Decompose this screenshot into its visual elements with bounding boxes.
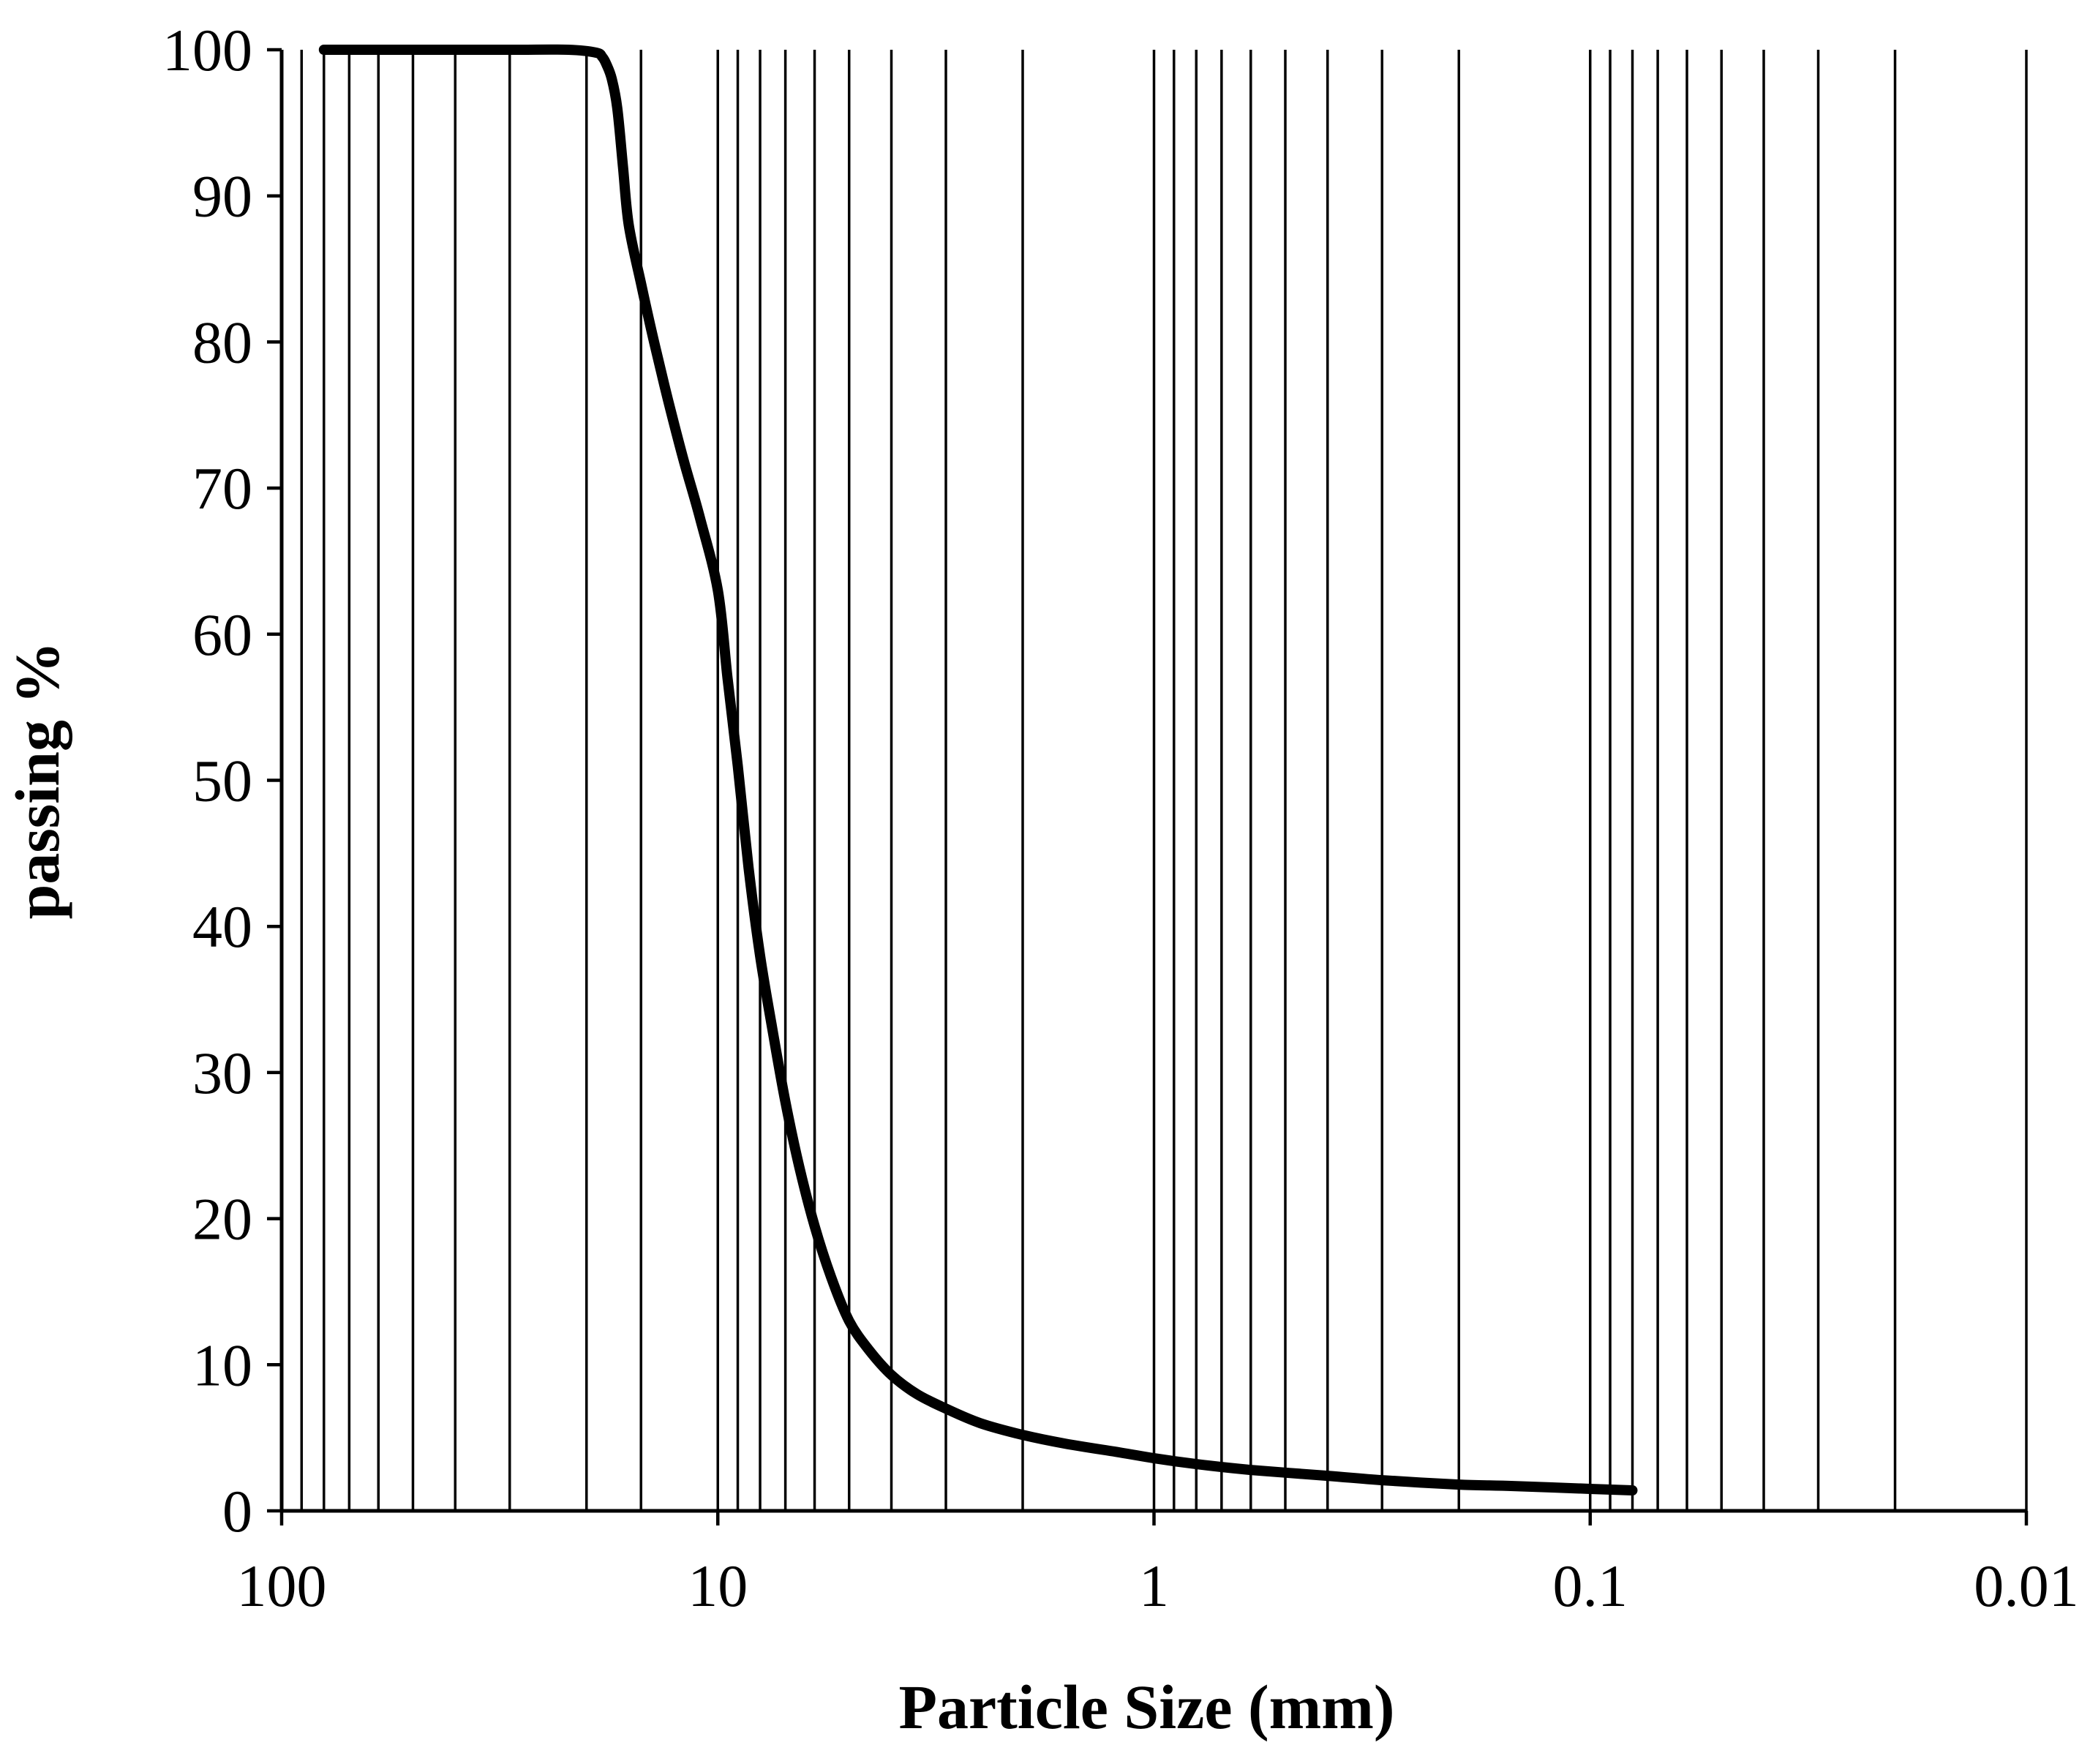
axis-ticks bbox=[267, 48, 2029, 1525]
y-tick-label: 50 bbox=[192, 748, 252, 814]
y-tick-label: 100 bbox=[162, 17, 252, 83]
grading-curve-line bbox=[318, 44, 1638, 1495]
x-axis-title: Particle Size (mm) bbox=[898, 1672, 1394, 1742]
y-tick-label: 10 bbox=[192, 1332, 252, 1398]
x-tick-label: 10 bbox=[688, 1553, 748, 1619]
y-tick-label: 60 bbox=[192, 601, 252, 668]
x-tick-label: 1 bbox=[1139, 1553, 1169, 1619]
y-tick-label: 90 bbox=[192, 163, 252, 230]
y-tick-label: 0 bbox=[222, 1478, 252, 1545]
y-tick-label: 80 bbox=[192, 309, 252, 375]
axis-tick-labels: 0 10 20 30 40 50 60 70 80 90 100 100 10 1 0.1 0.01 bbox=[162, 17, 2079, 1619]
x-tick-label: 100 bbox=[237, 1553, 327, 1619]
y-axis-title: passing % bbox=[2, 642, 72, 920]
vertical-gridlines bbox=[300, 50, 2028, 1511]
series-layer bbox=[318, 44, 1638, 1495]
y-tick-label: 40 bbox=[192, 893, 252, 960]
x-tick-label: 0.1 bbox=[1553, 1553, 1628, 1619]
y-tick-label: 70 bbox=[192, 455, 252, 522]
y-tick-label: 30 bbox=[192, 1040, 252, 1106]
y-tick-label: 20 bbox=[192, 1186, 252, 1253]
x-tick-label: 0.01 bbox=[1974, 1553, 2079, 1619]
